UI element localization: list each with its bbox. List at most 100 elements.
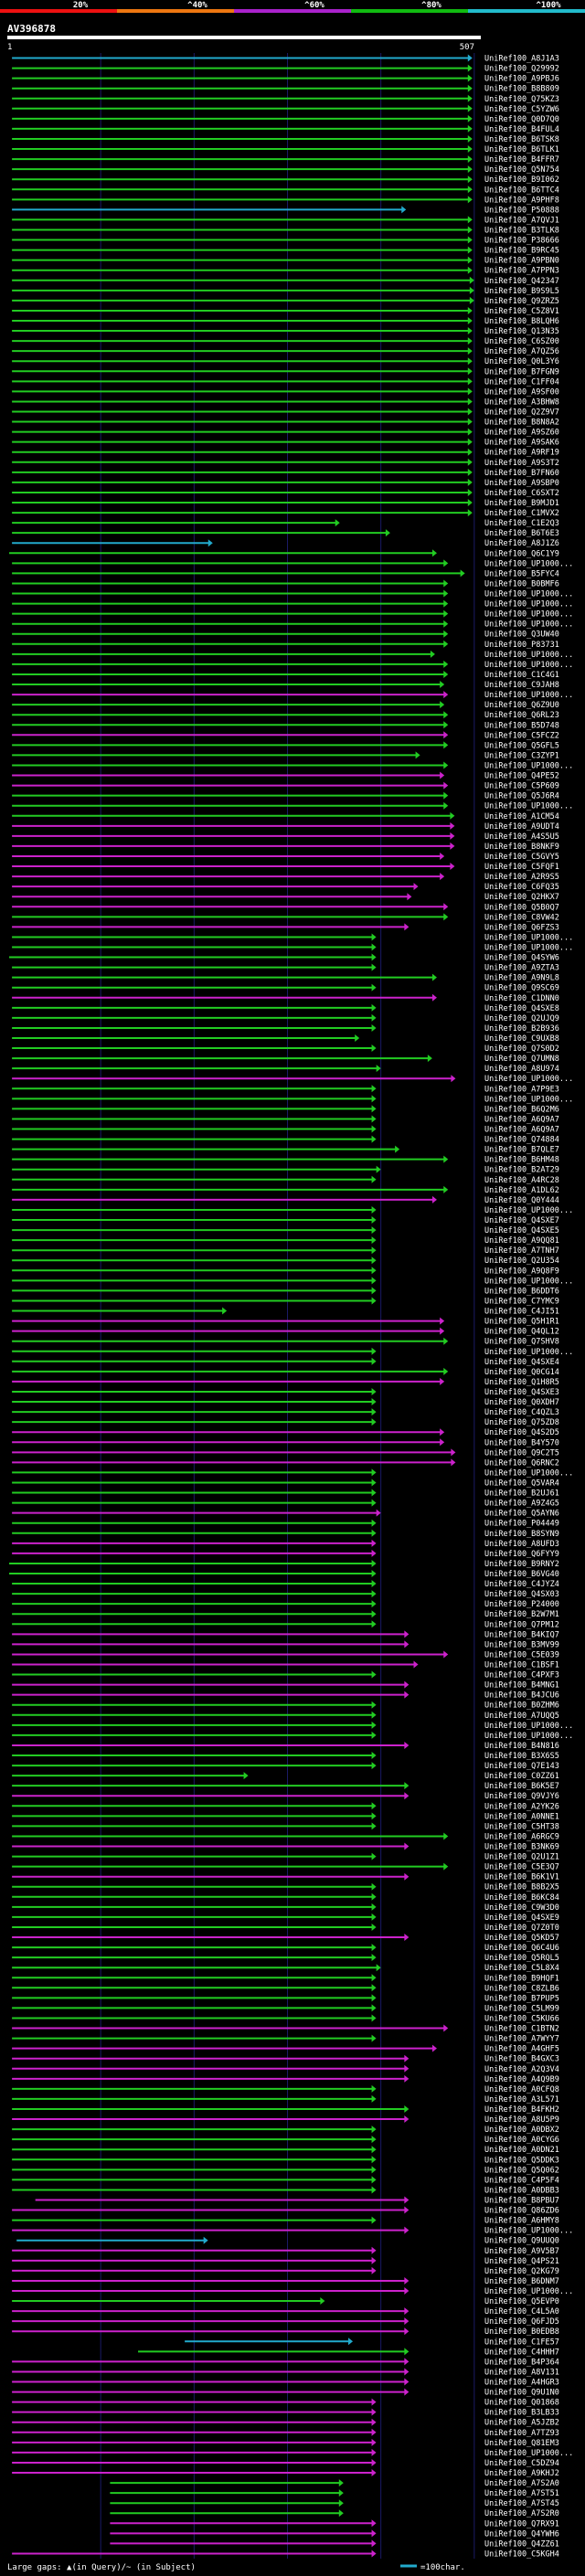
hit-label[interactable]: UniRef100_C1C4G1 xyxy=(484,671,559,680)
hit-label[interactable]: UniRef100_Q9ZRZ5 xyxy=(484,297,559,306)
hit-label[interactable]: UniRef100_Q0Y444 xyxy=(484,1196,559,1205)
hit-label[interactable]: UniRef100_C5E039 xyxy=(484,1650,559,1659)
hit-label[interactable]: UniRef100_C5YZW6 xyxy=(484,105,559,114)
hit-label[interactable]: UniRef100_B8NKF9 xyxy=(484,843,559,852)
hit-row[interactable]: UniRef100_UP1000... xyxy=(12,650,573,660)
hit-label[interactable]: UniRef100_C7YMC9 xyxy=(484,1297,559,1306)
hit-row[interactable]: UniRef100_A7ST51 xyxy=(110,2489,559,2498)
hit-row[interactable]: UniRef100_B7FN60 xyxy=(12,468,559,478)
hit-row[interactable]: UniRef100_A7TNH7 xyxy=(12,1246,559,1256)
hit-row[interactable]: UniRef100_A2Q3V4 xyxy=(12,2064,559,2074)
hit-row[interactable]: UniRef100_B2AT29 xyxy=(12,1165,559,1175)
hit-row[interactable]: UniRef100_A0DN21 xyxy=(12,2146,559,2155)
hit-label[interactable]: UniRef100_A0DBB3 xyxy=(484,2186,559,2195)
hit-label[interactable]: UniRef100_A7ST51 xyxy=(484,2489,559,2498)
hit-label[interactable]: UniRef100_C4P5F4 xyxy=(484,2176,559,2185)
hit-row[interactable]: UniRef100_C1FF04 xyxy=(12,377,559,387)
hit-row[interactable]: UniRef100_UP1000... xyxy=(12,660,573,670)
hit-label[interactable]: UniRef100_B2AT29 xyxy=(484,1166,559,1175)
hit-label[interactable]: UniRef100_P38666 xyxy=(484,237,559,246)
hit-label[interactable]: UniRef100_A3L571 xyxy=(484,2095,559,2104)
hit-row[interactable]: UniRef100_C1C4G1 xyxy=(12,670,559,680)
hit-row[interactable]: UniRef100_A9PHF8 xyxy=(12,196,559,205)
hit-row[interactable]: UniRef100_Q4YWH6 xyxy=(110,2529,559,2539)
hit-row[interactable]: UniRef100_A9RF19 xyxy=(12,448,559,458)
hit-row[interactable]: UniRef100_C3ZYP1 xyxy=(12,751,559,760)
hit-row[interactable]: UniRef100_Q5RQL5 xyxy=(12,1954,559,1963)
hit-row[interactable]: UniRef100_C5KGH4 xyxy=(12,2549,559,2559)
hit-label[interactable]: UniRef100_Q4S2D5 xyxy=(484,1428,559,1437)
hit-row[interactable]: UniRef100_C5P609 xyxy=(12,781,559,791)
hit-label[interactable]: UniRef100_A9ZTA3 xyxy=(484,964,559,973)
hit-row[interactable]: UniRef100_A7WYY7 xyxy=(12,2034,559,2044)
hit-row[interactable]: UniRef100_Q4SXE3 xyxy=(12,1387,559,1397)
hit-row[interactable]: UniRef100_A8U974 xyxy=(12,1065,559,1074)
hit-label[interactable]: UniRef100_A8U974 xyxy=(484,1065,559,1074)
hit-row[interactable]: UniRef100_B9HQF1 xyxy=(12,1974,559,1983)
hit-row[interactable]: UniRef100_C6SXT2 xyxy=(12,488,559,498)
hit-label[interactable]: UniRef100_Q5GFL5 xyxy=(484,741,559,750)
hit-row[interactable]: UniRef100_C4L5A0 xyxy=(12,2307,559,2316)
hit-label[interactable]: UniRef100_C4PXF3 xyxy=(484,1671,559,1680)
hit-label[interactable]: UniRef100_A4RC28 xyxy=(484,1176,559,1185)
hit-label[interactable]: UniRef100_UP1000... xyxy=(484,1095,573,1104)
hit-row[interactable]: UniRef100_B7PUP5 xyxy=(12,1994,559,2003)
hit-label[interactable]: UniRef100_Q0D7Q0 xyxy=(484,115,559,124)
hit-label[interactable]: UniRef100_P24000 xyxy=(484,1600,559,1609)
hit-row[interactable]: UniRef100_C9JAH8 xyxy=(12,681,559,690)
hit-row[interactable]: UniRef100_UP1000... xyxy=(12,1721,573,1731)
hit-row[interactable]: UniRef100_UP1000... xyxy=(12,1731,573,1741)
hit-row[interactable]: UniRef100_C8ZLB6 xyxy=(12,1984,559,1993)
hit-label[interactable]: UniRef100_A9Q8F9 xyxy=(484,1267,559,1276)
hit-label[interactable]: UniRef100_B9RC45 xyxy=(484,247,559,256)
hit-row[interactable]: UniRef100_A7QZ56 xyxy=(12,347,559,356)
hit-row[interactable]: UniRef100_Q6FJD5 xyxy=(12,2317,559,2327)
hit-row[interactable]: UniRef100_Q4SXE5 xyxy=(12,1226,559,1235)
hit-label[interactable]: UniRef100_B6DNM7 xyxy=(484,2277,559,2286)
hit-row[interactable]: UniRef100_C1FE57 xyxy=(185,2337,559,2347)
hit-label[interactable]: UniRef100_UP1000... xyxy=(484,1277,573,1286)
hit-row[interactable]: UniRef100_C4JYZ4 xyxy=(12,1580,559,1589)
hit-label[interactable]: UniRef100_Q9C2T5 xyxy=(484,1448,559,1458)
hit-row[interactable]: UniRef100_Q5EVP0 xyxy=(12,2297,559,2306)
hit-row[interactable]: UniRef100_Q7RX91 xyxy=(110,2519,559,2528)
hit-label[interactable]: UniRef100_Q5N754 xyxy=(484,165,559,175)
hit-label[interactable]: UniRef100_A2Q3V4 xyxy=(484,2065,559,2074)
hit-label[interactable]: UniRef100_Q2UJQ9 xyxy=(484,1014,559,1023)
hit-label[interactable]: UniRef100_C5L8X4 xyxy=(484,1964,559,1973)
hit-row[interactable]: UniRef100_UP1000... xyxy=(12,933,573,942)
hit-label[interactable]: UniRef100_UP1000... xyxy=(484,761,573,770)
hit-row[interactable]: UniRef100_UP1000... xyxy=(12,2448,573,2458)
hit-row[interactable]: UniRef100_Q5GFL5 xyxy=(12,741,559,750)
hit-row[interactable]: UniRef100_Q1H8R5 xyxy=(12,1377,559,1387)
hit-label[interactable]: UniRef100_B8PBU7 xyxy=(484,2196,559,2205)
hit-label[interactable]: UniRef100_B8N8A2 xyxy=(484,419,559,428)
hit-row[interactable]: UniRef100_C5E039 xyxy=(12,1650,559,1659)
hit-label[interactable]: UniRef100_Q7UMN8 xyxy=(484,1055,559,1064)
hit-row[interactable]: UniRef100_C5KU66 xyxy=(12,2014,559,2023)
hit-row[interactable]: UniRef100_B2UJ61 xyxy=(12,1489,559,1499)
hit-label[interactable]: UniRef100_Q6C1Y9 xyxy=(484,549,559,558)
hit-row[interactable]: UniRef100_A1CM54 xyxy=(12,811,559,822)
hit-label[interactable]: UniRef100_A6HMY8 xyxy=(484,2217,559,2226)
hit-row[interactable]: UniRef100_A5JZB2 xyxy=(12,2418,559,2428)
hit-row[interactable]: UniRef100_B8B809 xyxy=(12,84,559,94)
hit-label[interactable]: UniRef100_B6TLK1 xyxy=(484,145,559,154)
hit-row[interactable]: UniRef100_A3BHW8 xyxy=(12,398,559,407)
hit-label[interactable]: UniRef100_C5HT38 xyxy=(484,1822,559,1831)
hit-label[interactable]: UniRef100_A6RGC9 xyxy=(484,1832,559,1841)
hit-label[interactable]: UniRef100_UP1000... xyxy=(484,1722,573,1731)
hit-row[interactable]: UniRef100_A0CFQ8 xyxy=(12,2084,559,2094)
hit-row[interactable]: UniRef100_B4FKH2 xyxy=(12,2104,559,2115)
hit-label[interactable]: UniRef100_B4FKH2 xyxy=(484,2105,559,2115)
hit-label[interactable]: UniRef100_B4FFR7 xyxy=(484,155,559,164)
hit-label[interactable]: UniRef100_A7QZ56 xyxy=(484,347,559,356)
hit-row[interactable]: UniRef100_A9PBN0 xyxy=(12,256,559,266)
hit-label[interactable]: UniRef100_A0DBX2 xyxy=(484,2125,559,2135)
hit-label[interactable]: UniRef100_B7QLE7 xyxy=(484,1146,559,1155)
hit-row[interactable]: UniRef100_B6TTC4 xyxy=(12,186,559,195)
hit-label[interactable]: UniRef100_Q75ZD8 xyxy=(484,1418,559,1427)
hit-label[interactable]: UniRef100_UP1000... xyxy=(484,1348,573,1357)
hit-row[interactable]: UniRef100_C9W3D0 xyxy=(12,1903,559,1913)
hit-label[interactable]: UniRef100_Q2U1Z1 xyxy=(484,1853,559,1862)
